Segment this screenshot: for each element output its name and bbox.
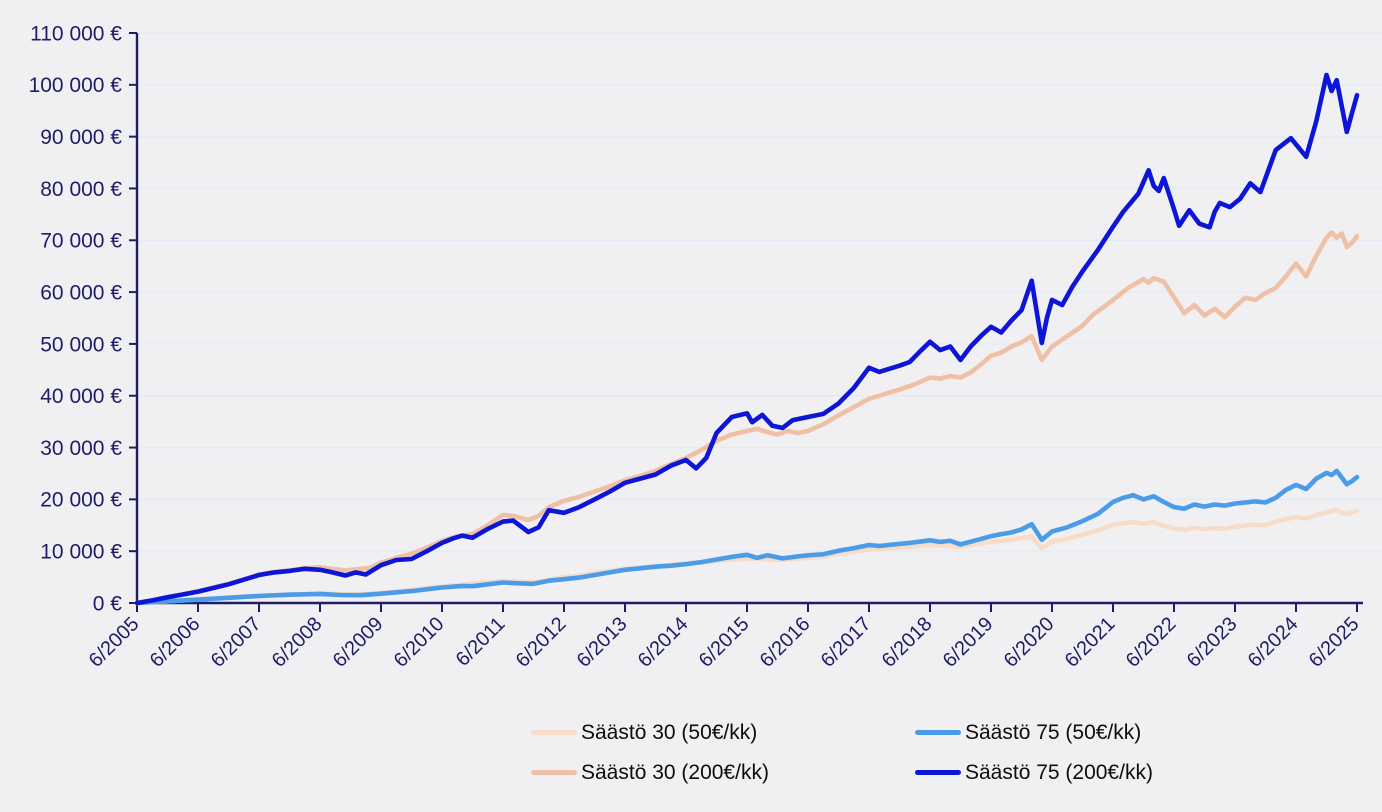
x-axis-tick-label: 6/2023 <box>1183 613 1242 672</box>
y-axis-tick-label: 50 000 € <box>40 333 122 356</box>
x-axis-tick-label: 6/2010 <box>390 613 449 672</box>
chart-legend: Säästö 30 (50€/kk) Säästö 75 (50€/kk) Sääs… <box>531 719 1153 786</box>
legend-item-saasto-30-50: Säästö 30 (50€/kk) <box>531 719 891 746</box>
y-axis-tick-label: 10 000 € <box>40 541 122 564</box>
x-axis-tick-label: 6/2022 <box>1122 613 1181 672</box>
x-axis-tick-label: 6/2018 <box>878 613 937 672</box>
y-axis-tick-label: 0 € <box>93 592 123 615</box>
series-line-saasto-75-200 <box>134 72 1360 606</box>
y-axis-tick-label: 30 000 € <box>40 437 122 460</box>
x-axis-tick-label: 6/2008 <box>268 613 327 672</box>
legend-swatch-saasto-30-50 <box>531 730 577 735</box>
y-axis-tick-label: 60 000 € <box>40 281 122 304</box>
x-axis-tick-label: 6/2006 <box>146 613 205 672</box>
series-line-saasto-75-50 <box>134 468 1360 606</box>
legend-swatch-saasto-30-200 <box>531 770 577 775</box>
x-axis-tick-label: 6/2019 <box>939 613 998 672</box>
y-axis-tick-label: 80 000 € <box>40 178 122 201</box>
x-axis-tick-label: 6/2011 <box>452 613 510 671</box>
x-axis-tick-label: 6/2024 <box>1244 613 1303 672</box>
legend-label: Säästö 30 (50€/kk) <box>581 720 758 744</box>
legend-swatch-saasto-75-50 <box>915 730 961 735</box>
x-axis-tick-label: 6/2015 <box>695 613 754 672</box>
series-line-saasto-30-200 <box>134 230 1360 606</box>
x-axis-tick-label: 6/2007 <box>207 613 266 672</box>
legend-swatch-saasto-75-200 <box>915 770 961 775</box>
x-axis-tick-label: 6/2017 <box>817 613 876 672</box>
x-axis-tick-label: 6/2021 <box>1061 613 1120 672</box>
y-axis-tick-label: 70 000 € <box>40 230 122 253</box>
legend-label: Säästö 30 (200€/kk) <box>581 760 769 784</box>
x-axis-tick-label: 6/2014 <box>634 613 693 672</box>
y-axis-tick-label: 90 000 € <box>40 126 122 149</box>
x-axis-tick-label: 6/2009 <box>329 613 388 672</box>
legend-item-saasto-75-200: Säästö 75 (200€/kk) <box>915 759 1153 786</box>
legend-label: Säästö 75 (200€/kk) <box>965 760 1153 784</box>
y-axis-tick-label: 20 000 € <box>40 489 122 512</box>
legend-item-saasto-30-200: Säästö 30 (200€/kk) <box>531 759 891 786</box>
x-axis-tick-label: 6/2020 <box>1000 613 1059 672</box>
legend-label: Säästö 75 (50€/kk) <box>965 720 1142 744</box>
x-axis-tick-label: 6/2025 <box>1305 613 1364 672</box>
x-axis-tick-label: 6/2013 <box>573 613 632 672</box>
x-axis-tick-label: 6/2012 <box>512 613 571 672</box>
y-axis-tick-label: 40 000 € <box>40 385 122 408</box>
x-axis-tick-label: 6/2005 <box>85 613 144 672</box>
y-axis-tick-label: 110 000 € <box>30 22 122 45</box>
legend-item-saasto-75-50: Säästö 75 (50€/kk) <box>915 719 1153 746</box>
y-axis-tick-label: 100 000 € <box>29 74 123 97</box>
x-axis-tick-label: 6/2016 <box>756 613 815 672</box>
